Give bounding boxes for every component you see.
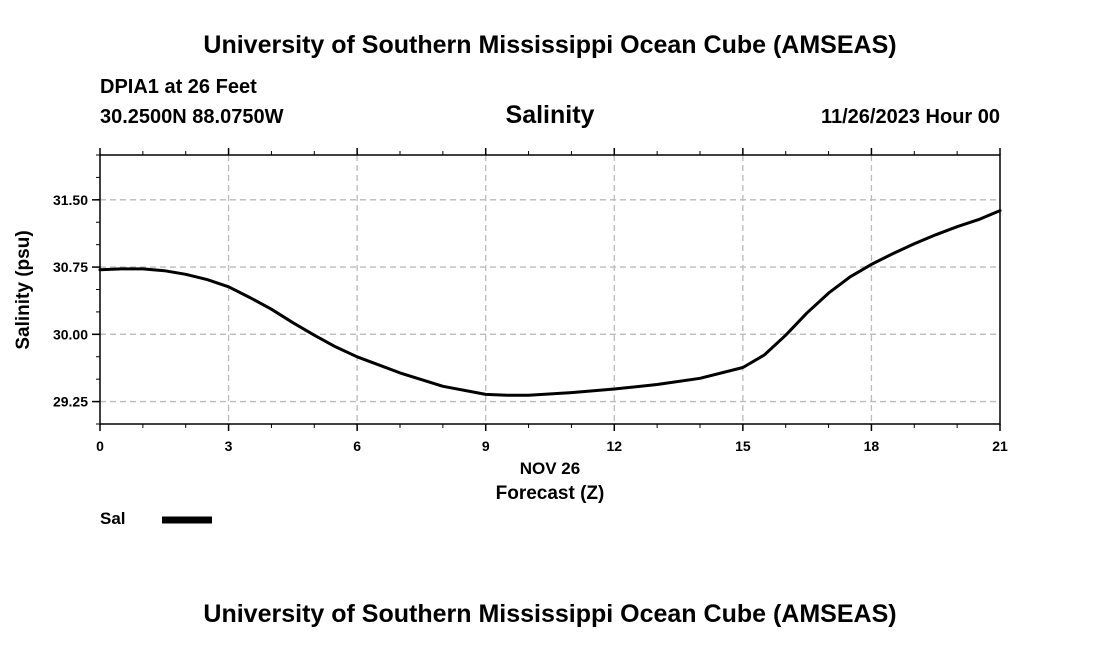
- y-axis-label: Salinity (psu): [13, 230, 34, 349]
- x-tick-label: 9: [482, 438, 490, 454]
- chart-title: University of Southern Mississippi Ocean…: [203, 31, 897, 59]
- location-label: 30.2500N 88.0750W: [100, 106, 284, 128]
- x-tick-label: 15: [735, 438, 751, 454]
- grid-lines: [100, 155, 1000, 424]
- x-tick-label: 3: [225, 438, 233, 454]
- x-tick-label: 18: [864, 438, 880, 454]
- y-tick-label: 30.00: [53, 326, 88, 342]
- x-axis-label: Forecast (Z): [495, 483, 605, 504]
- footer-title: University of Southern Mississippi Ocean…: [203, 600, 897, 628]
- legend-label: Sal: [100, 509, 126, 528]
- variable-title: Salinity: [505, 101, 595, 129]
- datetime-label: 11/26/2023 Hour 00: [820, 106, 1000, 128]
- station-label: DPIA1 at 26 Feet: [100, 76, 257, 98]
- y-tick-label: 31.50: [53, 192, 88, 208]
- x-tick-label: 12: [606, 438, 622, 454]
- axis-ticks: 0 3 6 9 12 15 18 21 29.25 30.00 30.75 31.50: [53, 148, 1008, 454]
- x-tick-label: 6: [353, 438, 361, 454]
- series-line-sal: [98, 209, 1002, 397]
- x-tick-label: 0: [96, 438, 104, 454]
- x-date-label: NOV 26: [519, 459, 581, 478]
- x-tick-label: 21: [992, 438, 1008, 454]
- y-tick-label: 29.25: [53, 394, 88, 410]
- y-tick-label: 30.75: [53, 259, 88, 275]
